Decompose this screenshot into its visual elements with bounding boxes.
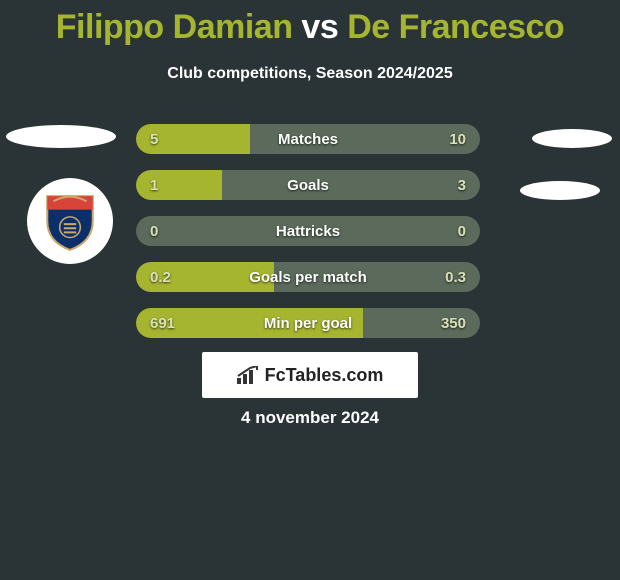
stat-bar: 691Min per goal350 (136, 308, 480, 338)
date-text: 4 november 2024 (0, 408, 620, 428)
crest-icon (39, 190, 101, 252)
stat-bar: 0.2Goals per match0.3 (136, 262, 480, 292)
player2-name: De Francesco (347, 8, 564, 46)
chart-icon (237, 366, 259, 384)
player2-badge-placeholder-1 (532, 129, 612, 148)
brand-text: FcTables.com (265, 365, 384, 386)
stat-right-value: 0 (458, 223, 466, 240)
stat-label: Min per goal (136, 315, 480, 332)
stat-right-value: 350 (441, 315, 466, 332)
player2-badge-placeholder-2 (520, 181, 600, 200)
player1-avatar-placeholder (6, 125, 116, 148)
club-crest (27, 178, 113, 264)
stat-right-value: 0.3 (445, 269, 466, 286)
stat-right-value: 10 (449, 131, 466, 148)
brand-watermark: FcTables.com (202, 352, 418, 398)
stat-bar: 0Hattricks0 (136, 216, 480, 246)
comparison-title: Filippo Damian vs De Francesco (0, 0, 620, 47)
stat-label: Goals per match (136, 269, 480, 286)
stat-right-value: 3 (458, 177, 466, 194)
subtitle: Club competitions, Season 2024/2025 (0, 65, 620, 83)
comparison-bars: 5Matches10 1Goals3 0Hattricks0 0.2Goals per… (136, 124, 480, 354)
vs-text: vs (301, 8, 338, 46)
stat-label: Hattricks (136, 223, 480, 240)
stat-label: Goals (136, 177, 480, 194)
stat-label: Matches (136, 131, 480, 148)
player1-name: Filippo Damian (56, 8, 293, 46)
stat-bar: 1Goals3 (136, 170, 480, 200)
stat-bar: 5Matches10 (136, 124, 480, 154)
